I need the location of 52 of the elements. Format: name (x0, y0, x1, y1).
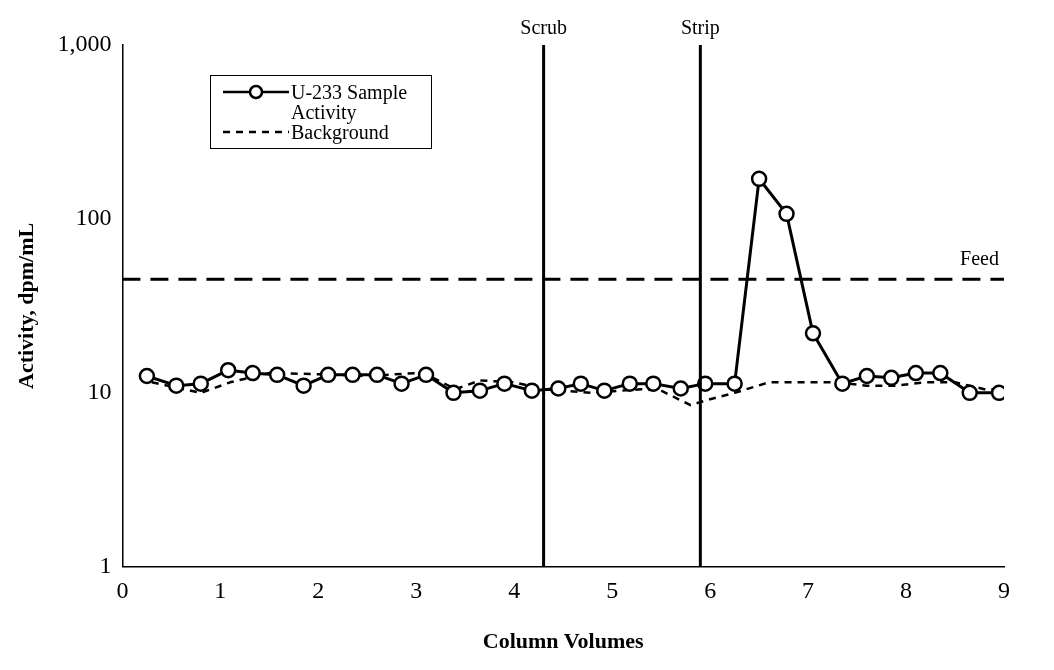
legend-label: U-233 Sample Activity (291, 81, 409, 123)
point (572, 375, 590, 392)
x-tick-label: 2 (312, 577, 325, 604)
ref-line-label: Scrub (520, 16, 567, 39)
point (672, 380, 689, 397)
point (471, 382, 489, 399)
x-tick-label: 8 (900, 577, 913, 604)
point (961, 384, 978, 402)
x-tick-label: 3 (410, 577, 423, 604)
point (804, 325, 822, 342)
point (268, 366, 286, 384)
point (750, 170, 768, 188)
x-tick-label: 4 (508, 577, 521, 604)
point (596, 382, 613, 399)
y-tick-label: 100 (75, 204, 112, 231)
point (550, 380, 567, 397)
point (344, 366, 361, 384)
point (445, 384, 462, 402)
y-tick-label: 1,000 (57, 30, 112, 57)
x-axis-title: Column Volumes (482, 628, 645, 654)
point (523, 382, 541, 399)
point (834, 375, 851, 392)
point (295, 377, 312, 394)
x-tick-label: 1 (214, 577, 227, 604)
y-axis-title: Activity, dpm/mL (12, 222, 38, 390)
point (883, 369, 900, 387)
point (932, 364, 949, 382)
x-tick-label: 0 (116, 577, 129, 604)
x-tick-label: 9 (998, 577, 1010, 604)
y-tick-label: 1 (99, 552, 112, 579)
point (907, 364, 925, 382)
point (138, 367, 156, 385)
point (858, 367, 876, 385)
point (192, 375, 210, 392)
point (368, 366, 386, 384)
ref-line-label: Strip (680, 16, 720, 40)
point (319, 366, 337, 384)
point (645, 375, 662, 392)
point (244, 364, 261, 382)
x-tick-label: 6 (704, 577, 717, 604)
point (168, 377, 185, 394)
point (393, 375, 410, 392)
x-tick-label: 5 (606, 577, 619, 604)
point (621, 375, 639, 392)
x-tick-label: 7 (802, 577, 815, 604)
point (219, 361, 237, 379)
point (417, 366, 435, 384)
point (778, 205, 795, 223)
y-tick-label: 10 (87, 378, 112, 405)
point (726, 375, 743, 392)
point (496, 375, 513, 392)
ref-line-label: Feed (960, 246, 999, 269)
